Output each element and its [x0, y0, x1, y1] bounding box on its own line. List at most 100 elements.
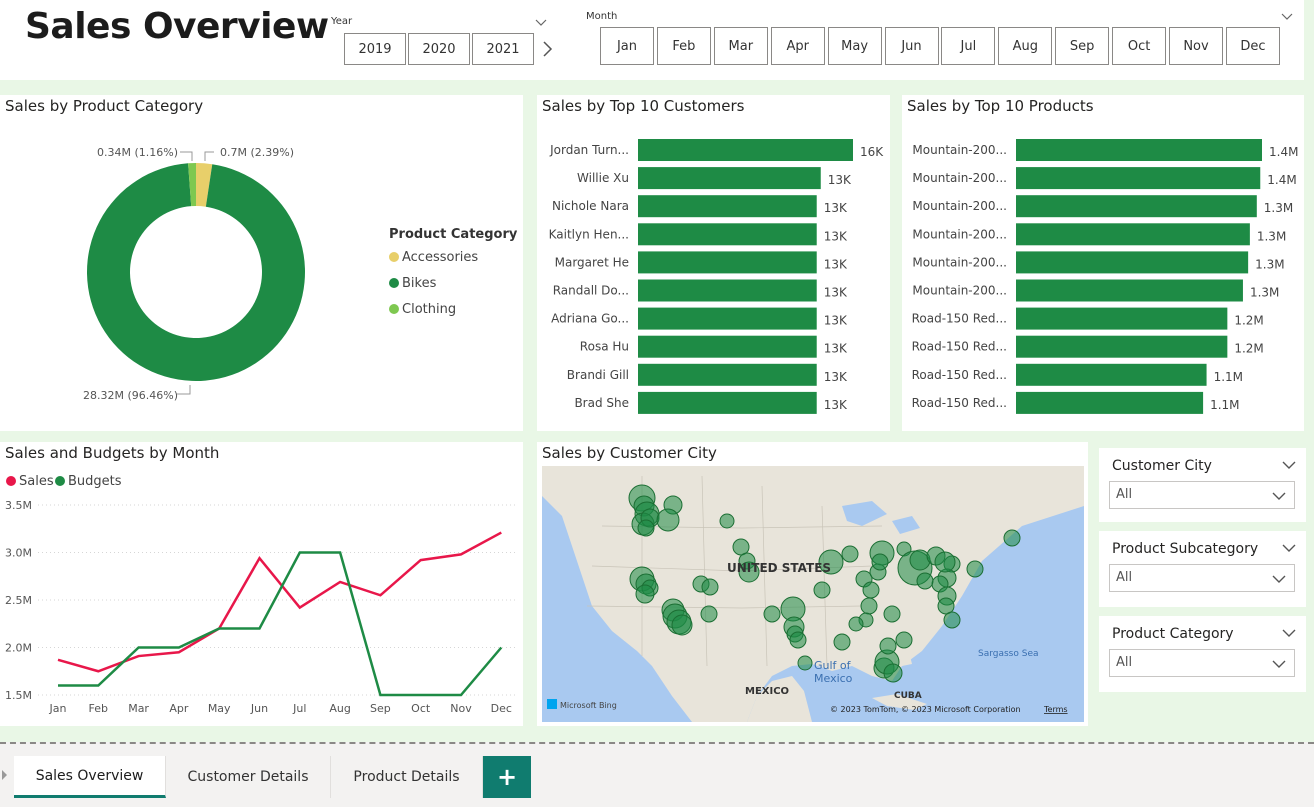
tab-product-details[interactable]: Product Details: [331, 756, 483, 798]
product-bar[interactable]: [1016, 251, 1249, 274]
donut-slice-accessories[interactable]: [196, 163, 213, 207]
chevron-down-icon[interactable]: [1281, 11, 1293, 21]
customer-bar[interactable]: [638, 223, 817, 246]
city-bubble[interactable]: [934, 551, 956, 573]
line-series-sales[interactable]: [57, 531, 502, 673]
city-bubble[interactable]: [833, 633, 851, 651]
month-button-nov[interactable]: Nov: [1169, 27, 1223, 65]
month-button-aug[interactable]: Aug: [998, 27, 1053, 65]
city-bubble[interactable]: [700, 605, 718, 623]
month-button-jun[interactable]: Jun: [884, 27, 939, 65]
city-bubble[interactable]: [879, 637, 897, 655]
city-bubble[interactable]: [738, 561, 760, 583]
city-bubble[interactable]: [719, 513, 735, 529]
products-bar-chart[interactable]: Mountain-200... 1.4M Mountain-200... 1.4M Mo…: [902, 95, 1304, 431]
legend-item-sales[interactable]: Sales: [6, 474, 54, 489]
city-bubble[interactable]: [671, 614, 693, 636]
year-button-2020[interactable]: 2020: [408, 33, 470, 65]
customers-bar-chart[interactable]: Jordan Turn... 16K Willie Xu 13K Nichole Nar…: [537, 95, 890, 431]
month-button-feb[interactable]: Feb: [656, 27, 711, 65]
customer-city-dropdown[interactable]: All: [1109, 481, 1295, 509]
month-button-may[interactable]: May: [827, 27, 882, 65]
city-bubble[interactable]: [789, 631, 807, 649]
add-page-button[interactable]: +: [483, 756, 531, 798]
month-button-sep[interactable]: Sep: [1055, 27, 1110, 65]
donut-chart[interactable]: 0.34M (1.16%) 0.7M (2.39%) 28.32M (96.46%): [0, 95, 523, 431]
city-bubble[interactable]: [701, 578, 719, 596]
city-bubble[interactable]: [862, 581, 880, 599]
city-bubble[interactable]: [860, 597, 878, 615]
line-chart[interactable]: 3.5M 3.0M 2.5M 2.0M 1.5M Jan Feb Mar Apr May Jun Ju…: [0, 442, 523, 726]
product-bar[interactable]: [1016, 335, 1228, 358]
city-bubble[interactable]: [637, 519, 655, 537]
legend-item-accessories[interactable]: Accessories: [389, 250, 478, 265]
city-bubble[interactable]: [818, 549, 844, 575]
product-bar[interactable]: [1016, 139, 1262, 161]
product-bar[interactable]: [1016, 279, 1243, 302]
product-bar[interactable]: [1016, 363, 1207, 386]
city-bubble[interactable]: [883, 663, 903, 683]
customer-city-map-panel: Sales by Customer City UNITED STATES: [537, 442, 1088, 726]
y-tick-label: 1.5M: [5, 689, 32, 702]
city-bubble[interactable]: [797, 655, 813, 671]
scroll-left-icon[interactable]: [2, 770, 7, 780]
customer-bar[interactable]: [638, 279, 817, 302]
legend-item-bikes[interactable]: Bikes: [389, 276, 436, 291]
donut-label-clothing: 0.34M (1.16%): [97, 146, 178, 159]
month-button-jan[interactable]: Jan: [600, 27, 654, 65]
customer-bar[interactable]: [638, 335, 817, 358]
month-button-jul[interactable]: Jul: [941, 27, 996, 65]
customer-bar[interactable]: [638, 167, 821, 190]
city-bubble[interactable]: [943, 611, 961, 629]
x-tick-label: Sep: [370, 702, 391, 715]
city-bubble[interactable]: [656, 508, 680, 532]
chevron-down-icon[interactable]: [535, 17, 547, 27]
city-bubble[interactable]: [841, 545, 859, 563]
year-button-2021[interactable]: 2021: [472, 33, 534, 65]
customer-bar[interactable]: [638, 391, 817, 414]
year-button-2019[interactable]: 2019: [344, 33, 406, 65]
chevron-down-icon[interactable]: [1282, 460, 1296, 470]
city-bubble[interactable]: [635, 584, 655, 604]
month-button-mar[interactable]: Mar: [713, 27, 768, 65]
customer-bar[interactable]: [638, 195, 817, 218]
product-bar[interactable]: [1016, 307, 1228, 330]
product-category-dropdown[interactable]: All: [1109, 649, 1295, 677]
legend-item-clothing[interactable]: Clothing: [389, 302, 456, 317]
product-bar[interactable]: [1016, 223, 1250, 246]
month-button-apr[interactable]: Apr: [770, 27, 825, 65]
product-bar[interactable]: [1016, 167, 1261, 190]
city-bubble[interactable]: [966, 560, 984, 578]
city-bubble[interactable]: [895, 631, 913, 649]
customer-bar[interactable]: [638, 251, 817, 274]
chevron-down-icon[interactable]: [1282, 628, 1296, 638]
tab-sales-overview[interactable]: Sales Overview: [14, 756, 166, 798]
month-button-dec[interactable]: Dec: [1225, 27, 1280, 65]
city-bubble[interactable]: [871, 553, 889, 571]
customer-bar[interactable]: [638, 307, 817, 330]
map[interactable]: UNITED STATES Gulf of Mexico MEXICO CUBA…: [542, 466, 1084, 722]
donut-slice-clothing[interactable]: [188, 163, 196, 207]
product-bar-value: 1.3M: [1264, 201, 1293, 215]
top-products-panel: Sales by Top 10 Products Mountain-200...…: [902, 95, 1304, 431]
city-bubble[interactable]: [763, 605, 781, 623]
city-bubble[interactable]: [883, 605, 901, 623]
map-terms-link[interactable]: Terms: [1043, 705, 1068, 714]
product-category-panel: Sales by Product Category 0.34M (1.16%) 0…: [0, 95, 523, 431]
city-bubble[interactable]: [1003, 529, 1021, 547]
donut-slice-bikes[interactable]: [86, 163, 305, 381]
product-bar[interactable]: [1016, 391, 1204, 414]
customer-bar[interactable]: [638, 139, 853, 161]
tab-customer-details[interactable]: Customer Details: [166, 756, 331, 798]
chevron-down-icon[interactable]: [1282, 543, 1296, 553]
legend-item-budgets[interactable]: Budgets: [55, 474, 122, 489]
month-button-oct[interactable]: Oct: [1112, 27, 1167, 65]
city-bubble[interactable]: [813, 581, 831, 599]
product-bar[interactable]: [1016, 195, 1257, 218]
city-bubble[interactable]: [848, 616, 864, 632]
line-series-budgets[interactable]: [58, 551, 503, 697]
city-bubble[interactable]: [916, 572, 934, 590]
customer-bar[interactable]: [638, 363, 817, 386]
chevron-right-icon[interactable]: [541, 40, 553, 58]
product-subcategory-dropdown[interactable]: All: [1109, 564, 1295, 592]
